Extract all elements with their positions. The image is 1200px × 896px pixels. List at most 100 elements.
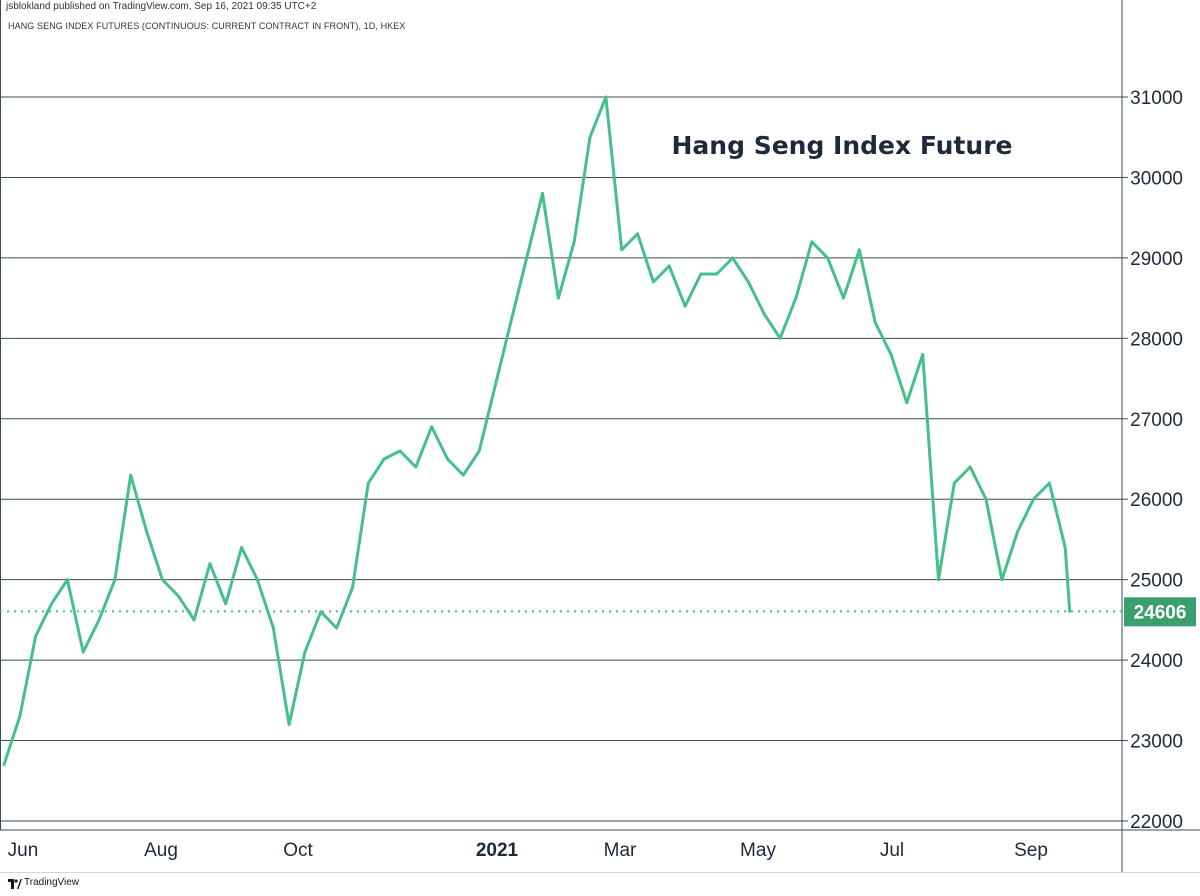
y-tick-label: 29000 <box>1130 249 1183 270</box>
data-point <box>1000 578 1004 582</box>
tradingview-brand[interactable]: TradingView <box>24 877 80 888</box>
x-tick-label: Jun <box>8 840 39 861</box>
data-point <box>493 385 497 388</box>
data-point <box>952 481 956 485</box>
price-axis: 31000 30000 29000 28000 27000 26000 25000 24000… <box>1122 88 1183 833</box>
x-tick-label: Mar <box>604 840 637 861</box>
data-point <box>129 473 133 477</box>
data-point <box>176 594 180 598</box>
data-point <box>224 602 228 606</box>
data-point <box>557 296 560 300</box>
data-point <box>683 304 687 308</box>
data-point <box>778 336 782 340</box>
data-point <box>50 602 53 606</box>
data-point <box>525 256 529 260</box>
data-point <box>826 256 829 260</box>
data-point <box>1032 497 1035 501</box>
data-point <box>303 650 307 654</box>
data-point <box>2 763 6 767</box>
data-point <box>287 723 291 726</box>
chart-header: jsblokland published on TradingView.com,… <box>0 0 1200 22</box>
data-point <box>430 425 434 429</box>
data-point <box>319 610 323 614</box>
data-point <box>541 192 544 195</box>
grid-lines <box>0 96 1122 822</box>
data-point <box>34 634 38 638</box>
y-tick-label: 24000 <box>1130 651 1183 672</box>
data-point <box>715 272 719 276</box>
y-tick-label: 26000 <box>1130 490 1183 511</box>
data-point <box>905 401 909 405</box>
y-tick-label: 27000 <box>1130 410 1183 431</box>
data-point <box>192 618 196 622</box>
x-tick-label: Jul <box>880 840 904 861</box>
x-tick-label: Oct <box>283 840 313 861</box>
data-point <box>240 546 244 549</box>
data-point <box>81 650 85 654</box>
data-point <box>382 457 386 461</box>
data-point <box>968 465 972 469</box>
data-point <box>351 586 354 590</box>
data-point <box>477 449 481 453</box>
data-point <box>145 530 149 533</box>
data-point <box>1068 610 1072 613</box>
data-point <box>256 578 259 582</box>
data-point <box>161 578 164 582</box>
data-point <box>446 457 449 461</box>
data-point <box>1016 530 1020 533</box>
x-tick-label: 2021 <box>476 840 519 861</box>
data-point <box>873 320 877 324</box>
y-tick-label: 31000 <box>1130 88 1183 109</box>
data-point <box>921 353 925 356</box>
x-tick-label: Sep <box>1014 840 1048 861</box>
data-point <box>588 135 592 139</box>
last-price-label: 24606 <box>1134 602 1187 623</box>
series-layer <box>2 95 1072 767</box>
data-point <box>97 618 101 622</box>
data-point <box>937 578 940 582</box>
data-point <box>1048 481 1051 485</box>
data-point <box>699 272 703 276</box>
y-tick-label: 30000 <box>1130 168 1183 189</box>
data-point <box>889 353 893 356</box>
x-tick-label: Aug <box>144 840 178 861</box>
data-point <box>762 312 766 316</box>
data-point <box>18 715 22 718</box>
data-point <box>366 481 370 485</box>
footer-bar: TradingView <box>0 872 1200 896</box>
y-tick-label: 22000 <box>1130 812 1183 833</box>
publisher-info: jsblokland published on TradingView.com,… <box>6 1 317 12</box>
y-tick-label: 28000 <box>1130 329 1183 350</box>
data-point <box>636 232 639 236</box>
data-point <box>335 626 338 630</box>
last-price-badge <box>1124 597 1196 627</box>
data-point <box>398 449 402 453</box>
data-point <box>652 280 655 284</box>
y-tick-label: 25000 <box>1130 571 1183 592</box>
data-point <box>620 248 624 252</box>
data-point <box>842 296 845 300</box>
data-point <box>113 578 117 582</box>
series-line <box>2 95 1072 766</box>
last-price-marker: 24606 <box>0 597 1196 627</box>
data-point <box>461 473 465 477</box>
data-point <box>604 95 608 99</box>
data-point <box>857 248 861 252</box>
data-point <box>271 626 275 630</box>
data-point <box>1063 546 1067 549</box>
data-point <box>414 465 418 469</box>
data-point <box>794 296 798 300</box>
data-point <box>731 256 734 260</box>
x-tick-label: May <box>740 840 776 861</box>
data-point <box>208 562 212 565</box>
data-point <box>509 320 513 324</box>
tradingview-logo-icon <box>8 879 22 889</box>
data-point <box>984 497 988 501</box>
symbol-description: HANG SENG INDEX FUTURES (CONTINUOUS: CUR… <box>8 21 406 31</box>
price-chart[interactable]: 31000 30000 29000 28000 27000 26000 25000 24000… <box>0 0 1200 872</box>
y-tick-label: 23000 <box>1130 732 1183 753</box>
chart-title: Hang Seng Index Future <box>672 131 1013 160</box>
data-point <box>747 280 750 284</box>
data-point <box>572 240 576 244</box>
data-point <box>810 240 814 244</box>
